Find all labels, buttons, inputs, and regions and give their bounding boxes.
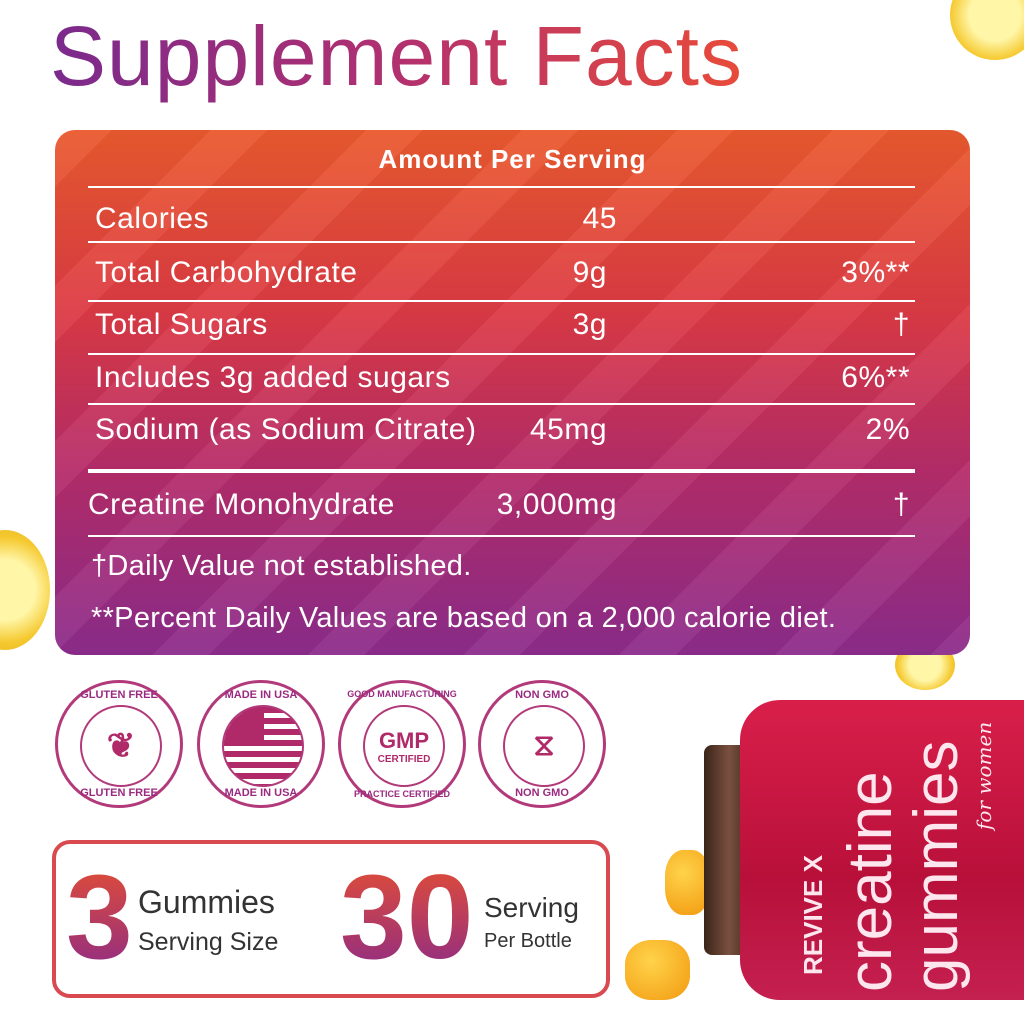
- serving-info-box: 3 Gummies Serving Size 30 Serving Per Bo…: [52, 840, 610, 998]
- divider: [88, 353, 915, 355]
- table-row: Includes 3g added sugars 6%**: [95, 361, 910, 394]
- table-row: Sodium (as Sodium Citrate) 45mg 2%: [95, 413, 910, 446]
- table-row: Creatine Monohydrate 3,000mg †: [88, 488, 910, 521]
- table-row: Total Sugars 3g †: [95, 308, 910, 341]
- lemon-slice: [0, 530, 50, 650]
- divider: [88, 186, 915, 188]
- divider: [88, 535, 915, 537]
- table-row: Total Carbohydrate 9g 3%**: [95, 256, 910, 289]
- gummies-count: 3: [66, 850, 133, 984]
- gluten-free-badge: GLUTEN FREE ❦ GLUTEN FREE: [55, 680, 183, 808]
- gummy: [625, 940, 690, 1000]
- non-gmo-badge: NON GMO ⧖ NON GMO: [478, 680, 606, 808]
- gmp-certified-badge: GOOD MANUFACTURING GMP CERTIFIED PRACTICE…: [338, 680, 466, 808]
- brand-logo: REVIVE X: [798, 855, 828, 975]
- made-in-usa-badge: MADE IN USA MADE IN USA: [197, 680, 325, 808]
- us-flag-icon: [224, 707, 264, 741]
- divider: [88, 300, 915, 302]
- wheat-icon: ❦: [106, 727, 136, 765]
- amount-per-serving-header: Amount Per Serving: [378, 144, 647, 174]
- servings-count: 30: [340, 850, 474, 984]
- footnote: **Percent Daily Values are based on a 2,…: [91, 602, 837, 634]
- divider: [88, 241, 915, 243]
- divider: [88, 469, 915, 473]
- supplement-facts-panel: Amount Per Serving Calories 45 Total Carb…: [55, 130, 970, 655]
- divider: [88, 403, 915, 405]
- product-bottle: REVIVE X creatine gummies for women: [740, 700, 1024, 1000]
- footnote: †Daily Value not established.: [91, 550, 472, 582]
- page-title: Supplement Facts: [50, 9, 744, 103]
- table-row: Calories 45: [95, 202, 617, 235]
- dna-icon: ⧖: [533, 729, 555, 762]
- gummy: [665, 850, 710, 915]
- lemon-slice: [950, 0, 1024, 60]
